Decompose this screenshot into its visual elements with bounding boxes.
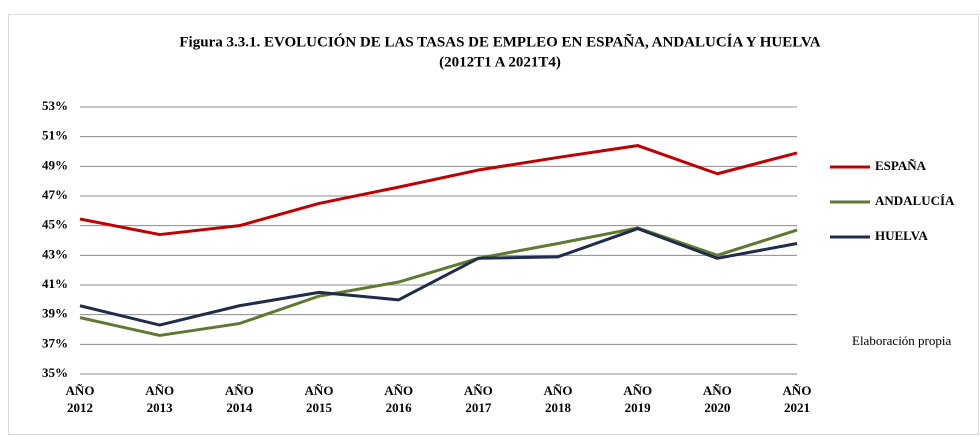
- x-tick-label: AÑO 2021: [782, 383, 812, 415]
- legend-label: ESPAÑA: [875, 158, 927, 173]
- y-tick-label: 37%: [42, 335, 68, 350]
- legend-label: HUELVA: [875, 228, 928, 243]
- legend-label: ANDALUCÍA: [875, 193, 955, 208]
- chart-title: Figura 3.3.1. EVOLUCIÓN DE LAS TASAS DE …: [179, 32, 820, 50]
- series-line: [79, 227, 798, 327]
- y-tick-label: 41%: [42, 276, 68, 291]
- y-tick-label: 49%: [42, 157, 68, 172]
- x-tick-label: AÑO 2014: [224, 383, 254, 415]
- y-tick-label: 51%: [42, 128, 68, 143]
- y-tick-label: 39%: [42, 306, 68, 321]
- y-tick-label: 35%: [42, 365, 68, 380]
- x-tick-label: AÑO 2019: [623, 383, 653, 415]
- x-tick-label: AÑO 2018: [543, 383, 573, 415]
- chart-frame: [8, 14, 979, 435]
- y-tick-label: 53%: [42, 98, 68, 113]
- y-tick-label: 45%: [42, 217, 68, 232]
- y-tick-label: 47%: [42, 187, 68, 202]
- x-tick-label: AÑO 2012: [65, 383, 95, 415]
- x-tick-label: AÑO 2016: [384, 383, 414, 415]
- annotation: Elaboración propia: [852, 333, 952, 348]
- x-tick-label: AÑO 2017: [463, 383, 493, 415]
- x-tick-label: AÑO 2013: [145, 383, 175, 415]
- x-tick-label: AÑO 2015: [304, 383, 334, 415]
- series-line: [79, 144, 798, 237]
- y-tick-label: 43%: [42, 246, 68, 261]
- x-tick-label: AÑO 2020: [702, 383, 732, 415]
- series-line: [79, 226, 798, 337]
- chart-subtitle: (2012T1 A 2021T4): [439, 54, 561, 70]
